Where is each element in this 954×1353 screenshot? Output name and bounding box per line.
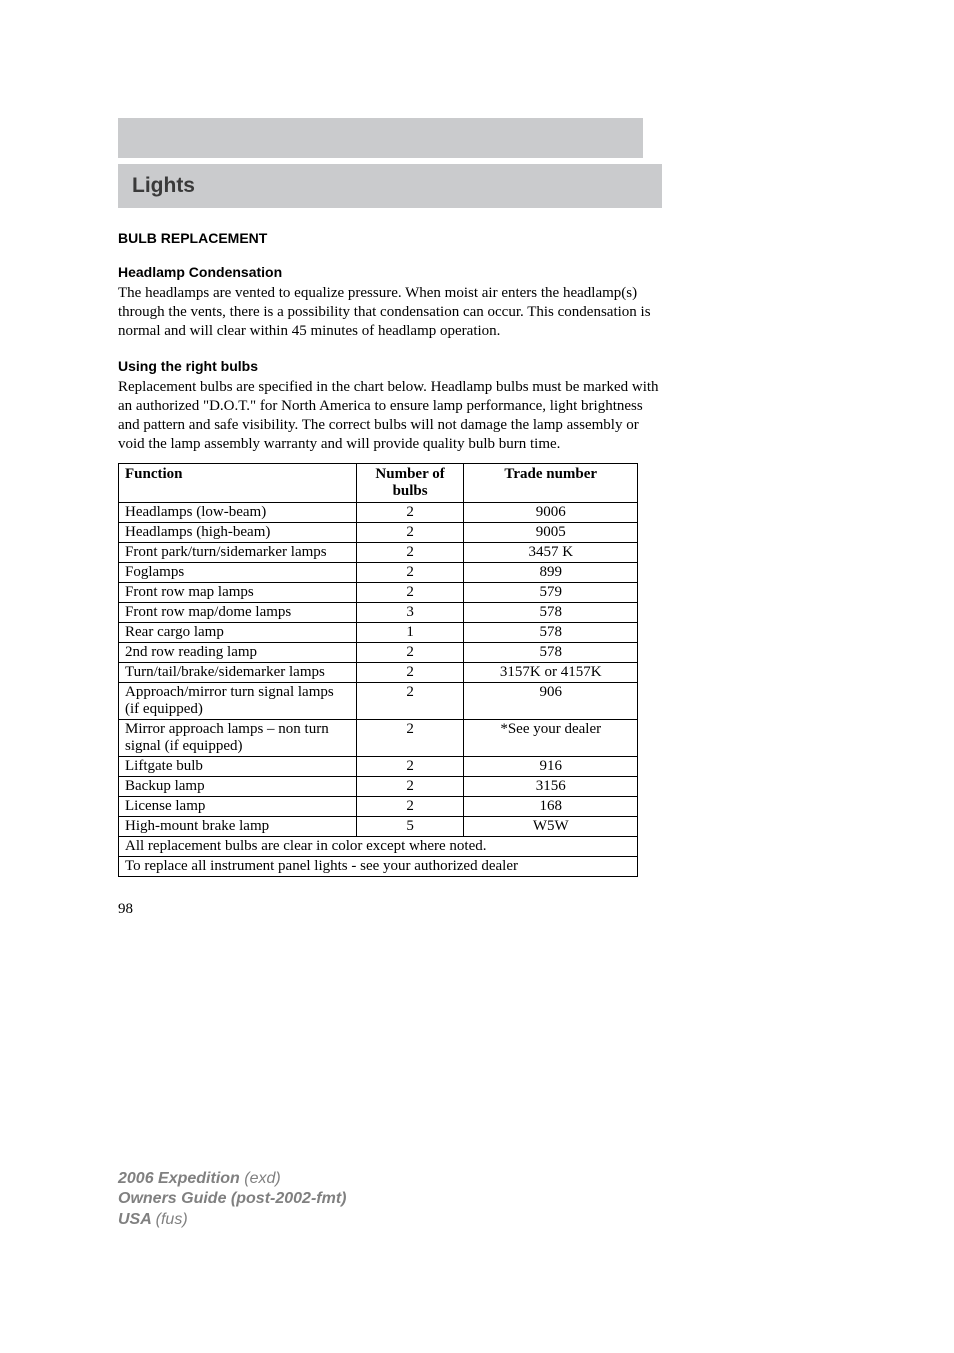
page-title: Lights (132, 174, 648, 198)
cell-function: High-mount brake lamp (119, 817, 357, 837)
table-row: License lamp2168 (119, 797, 638, 817)
heading-right-bulbs: Using the right bulbs (118, 358, 662, 374)
footer: 2006 Expedition (exd) Owners Guide (post… (118, 1169, 346, 1231)
cell-function: Rear cargo lamp (119, 623, 357, 643)
cell-trade: *See your dealer (464, 720, 638, 757)
cell-trade: 9006 (464, 503, 638, 523)
section-header: Lights (118, 164, 662, 208)
cell-trade: 578 (464, 603, 638, 623)
cell-function: Front park/turn/sidemarker lamps (119, 543, 357, 563)
heading-headlamp-condensation: Headlamp Condensation (118, 264, 662, 280)
cell-function: Backup lamp (119, 777, 357, 797)
cell-trade: W5W (464, 817, 638, 837)
cell-trade: 3457 K (464, 543, 638, 563)
table-row: Turn/tail/brake/sidemarker lamps23157K o… (119, 663, 638, 683)
note-cell: To replace all instrument panel lights -… (119, 857, 638, 877)
cell-number: 2 (356, 797, 464, 817)
footer-region: USA (118, 1211, 156, 1228)
table-row: Front park/turn/sidemarker lamps23457 K (119, 543, 638, 563)
cell-function: Headlamps (high-beam) (119, 523, 357, 543)
cell-number: 2 (356, 757, 464, 777)
cell-number: 2 (356, 643, 464, 663)
table-header-row: Function Number of bulbs Trade number (119, 464, 638, 503)
cell-trade: 9005 (464, 523, 638, 543)
cell-trade: 578 (464, 643, 638, 663)
cell-number: 1 (356, 623, 464, 643)
footer-line-2: Owners Guide (post-2002-fmt) (118, 1189, 346, 1210)
cell-trade: 916 (464, 757, 638, 777)
table-row: Foglamps2899 (119, 563, 638, 583)
th-function: Function (119, 464, 357, 503)
cell-number: 2 (356, 683, 464, 720)
table-row: High-mount brake lamp5W5W (119, 817, 638, 837)
cell-number: 2 (356, 563, 464, 583)
table-row: Rear cargo lamp1578 (119, 623, 638, 643)
table-row: Backup lamp23156 (119, 777, 638, 797)
cell-number: 2 (356, 503, 464, 523)
footer-line-1: 2006 Expedition (exd) (118, 1169, 346, 1190)
cell-trade: 578 (464, 623, 638, 643)
top-grey-bar (118, 118, 643, 158)
cell-function: License lamp (119, 797, 357, 817)
cell-trade: 3156 (464, 777, 638, 797)
table-row: Mirror approach lamps – non turn signal … (119, 720, 638, 757)
cell-trade: 899 (464, 563, 638, 583)
cell-function: Turn/tail/brake/sidemarker lamps (119, 663, 357, 683)
cell-number: 5 (356, 817, 464, 837)
cell-trade: 3157K or 4157K (464, 663, 638, 683)
cell-trade: 579 (464, 583, 638, 603)
cell-function: Headlamps (low-beam) (119, 503, 357, 523)
footer-model: 2006 Expedition (118, 1170, 244, 1187)
table-row: Headlamps (high-beam)29005 (119, 523, 638, 543)
cell-function: Front row map lamps (119, 583, 357, 603)
table-note-row: To replace all instrument panel lights -… (119, 857, 638, 877)
table-note-row: All replacement bulbs are clear in color… (119, 837, 638, 857)
cell-number: 2 (356, 583, 464, 603)
table-row: Front row map lamps2579 (119, 583, 638, 603)
footer-code-1: (exd) (244, 1170, 280, 1187)
cell-number: 2 (356, 523, 464, 543)
cell-function: Front row map/dome lamps (119, 603, 357, 623)
table-row: Front row map/dome lamps3578 (119, 603, 638, 623)
cell-function: Liftgate bulb (119, 757, 357, 777)
footer-code-2: (fus) (156, 1211, 188, 1228)
cell-number: 3 (356, 603, 464, 623)
bulb-table: Function Number of bulbs Trade number He… (118, 463, 638, 877)
table-row: Liftgate bulb2916 (119, 757, 638, 777)
cell-number: 2 (356, 720, 464, 757)
cell-function: Approach/mirror turn signal lamps (if eq… (119, 683, 357, 720)
para-right-bulbs: Replacement bulbs are specified in the c… (118, 378, 662, 453)
page-number: 98 (118, 901, 662, 918)
table-row: Approach/mirror turn signal lamps (if eq… (119, 683, 638, 720)
note-cell: All replacement bulbs are clear in color… (119, 837, 638, 857)
cell-function: Mirror approach lamps – non turn signal … (119, 720, 357, 757)
cell-trade: 168 (464, 797, 638, 817)
cell-number: 2 (356, 663, 464, 683)
page-content: Lights BULB REPLACEMENT Headlamp Condens… (0, 164, 780, 918)
table-row: Headlamps (low-beam)29006 (119, 503, 638, 523)
para-condensation: The headlamps are vented to equalize pre… (118, 284, 662, 340)
cell-number: 2 (356, 543, 464, 563)
th-trade: Trade number (464, 464, 638, 503)
cell-function: Foglamps (119, 563, 357, 583)
th-number: Number of bulbs (356, 464, 464, 503)
table-row: 2nd row reading lamp2578 (119, 643, 638, 663)
cell-function: 2nd row reading lamp (119, 643, 357, 663)
footer-line-3: USA (fus) (118, 1210, 346, 1231)
cell-number: 2 (356, 777, 464, 797)
cell-trade: 906 (464, 683, 638, 720)
heading-bulb-replacement: BULB REPLACEMENT (118, 230, 662, 246)
